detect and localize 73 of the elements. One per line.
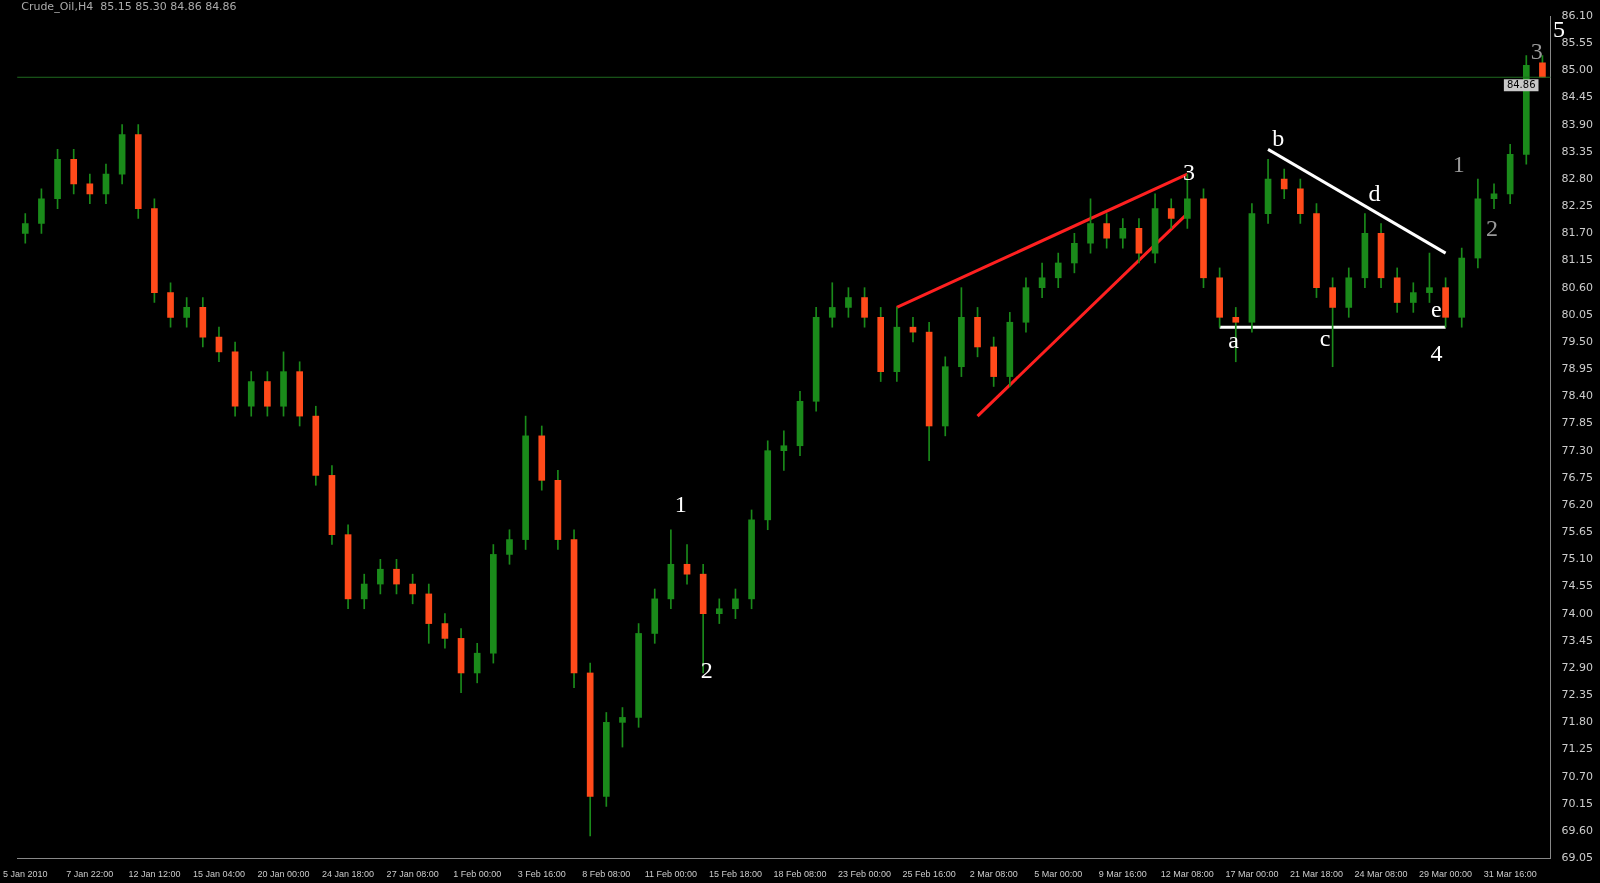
- annotation: c: [1319, 325, 1331, 352]
- y-tick-label: 82.25: [1561, 199, 1594, 213]
- x-tick-label: 5 Mar 00:00: [1034, 869, 1083, 880]
- y-tick-label: 81.15: [1561, 253, 1594, 267]
- y-tick-label: 73.45: [1561, 633, 1594, 647]
- annotation: 2: [700, 656, 713, 683]
- y-tick-label: 74.55: [1561, 579, 1594, 593]
- x-tick-label: 8 Feb 08:00: [582, 869, 631, 880]
- y-tick-label: 71.25: [1561, 742, 1594, 756]
- y-tick-label: 78.95: [1561, 362, 1594, 376]
- y-tick-label: 86.10: [1561, 8, 1594, 22]
- y-tick-label: 83.35: [1561, 144, 1594, 158]
- y-tick-label: 75.65: [1561, 525, 1594, 539]
- y-tick-label: 80.60: [1561, 280, 1594, 294]
- x-tick-label: 3 Feb 16:00: [517, 869, 566, 880]
- ref-line-label: 84.86: [1506, 78, 1536, 90]
- x-tick-label: 18 Feb 08:00: [773, 869, 827, 880]
- annotation: a: [1228, 327, 1240, 353]
- x-tick-label: 7 Jan 22:00: [66, 869, 114, 880]
- annotation: d: [1368, 179, 1381, 206]
- y-tick-label: 70.70: [1561, 769, 1594, 783]
- x-tick-label: 15 Jan 04:00: [192, 869, 245, 880]
- y-tick-label: 80.05: [1561, 307, 1594, 321]
- annotation: b: [1272, 124, 1285, 151]
- candlestick: [715, 598, 723, 624]
- y-tick-label: 75.10: [1561, 552, 1594, 566]
- x-tick-label: 1 Feb 00:00: [453, 869, 502, 880]
- y-tick-label: 85.00: [1561, 63, 1594, 77]
- candlestick: [780, 430, 788, 471]
- y-tick-label: 76.20: [1561, 497, 1594, 511]
- y-tick-label: 77.30: [1561, 443, 1594, 457]
- y-tick-label: 83.90: [1561, 117, 1594, 131]
- annotation: e: [1431, 296, 1442, 323]
- x-tick-label: 27 Jan 08:00: [386, 869, 439, 880]
- y-tick-label: 70.15: [1561, 796, 1594, 810]
- candlestick: [828, 282, 836, 328]
- y-tick-label: 81.70: [1561, 226, 1594, 240]
- y-tick-label: 69.60: [1561, 823, 1594, 837]
- annotation: 1: [674, 490, 687, 517]
- y-tick-label: 71.80: [1561, 715, 1594, 729]
- x-tick-label: 5 Jan 2010: [3, 869, 48, 880]
- x-tick-label: 21 Mar 18:00: [1289, 869, 1343, 880]
- x-tick-label: 15 Feb 18:00: [708, 869, 762, 880]
- annotation: 1: [1452, 150, 1465, 177]
- x-tick-label: 31 Mar 16:00: [1483, 869, 1537, 880]
- annotation: 3: [1530, 37, 1543, 64]
- x-tick-label: 25 Feb 16:00: [902, 869, 956, 880]
- y-tick-label: 74.00: [1561, 606, 1594, 620]
- x-tick-label: 12 Mar 08:00: [1160, 869, 1214, 880]
- y-tick-label: 77.85: [1561, 416, 1594, 430]
- x-tick-label: 23 Feb 00:00: [838, 869, 892, 880]
- y-tick-label: 79.50: [1561, 334, 1594, 348]
- y-tick-label: 82.80: [1561, 171, 1594, 185]
- x-tick-label: 24 Mar 08:00: [1354, 869, 1408, 880]
- x-tick-label: 11 Feb 00:00: [644, 869, 698, 880]
- y-tick-label: 78.40: [1561, 389, 1594, 403]
- x-tick-label: 17 Mar 00:00: [1225, 869, 1279, 880]
- chart-title: Crude_Oil,H4 85.15 85.30 84.86 84.86: [21, 0, 237, 14]
- candlestick: [1490, 183, 1498, 209]
- annotation: 4: [1430, 340, 1443, 367]
- y-tick-label: 84.45: [1561, 90, 1594, 104]
- x-tick-label: 12 Jan 12:00: [128, 869, 181, 880]
- annotation: 2: [1486, 215, 1499, 242]
- x-tick-label: 9 Mar 16:00: [1098, 869, 1147, 880]
- annotation: 3: [1183, 159, 1196, 186]
- x-tick-label: 20 Jan 00:00: [257, 869, 310, 880]
- x-tick-label: 2 Mar 08:00: [969, 869, 1018, 880]
- y-tick-label: 76.75: [1561, 470, 1594, 484]
- x-tick-label: 24 Jan 18:00: [322, 869, 375, 880]
- y-tick-label: 69.05: [1561, 851, 1594, 865]
- y-tick-label: 72.35: [1561, 688, 1594, 702]
- y-tick-label: 72.90: [1561, 660, 1594, 674]
- x-tick-label: 29 Mar 00:00: [1419, 869, 1473, 880]
